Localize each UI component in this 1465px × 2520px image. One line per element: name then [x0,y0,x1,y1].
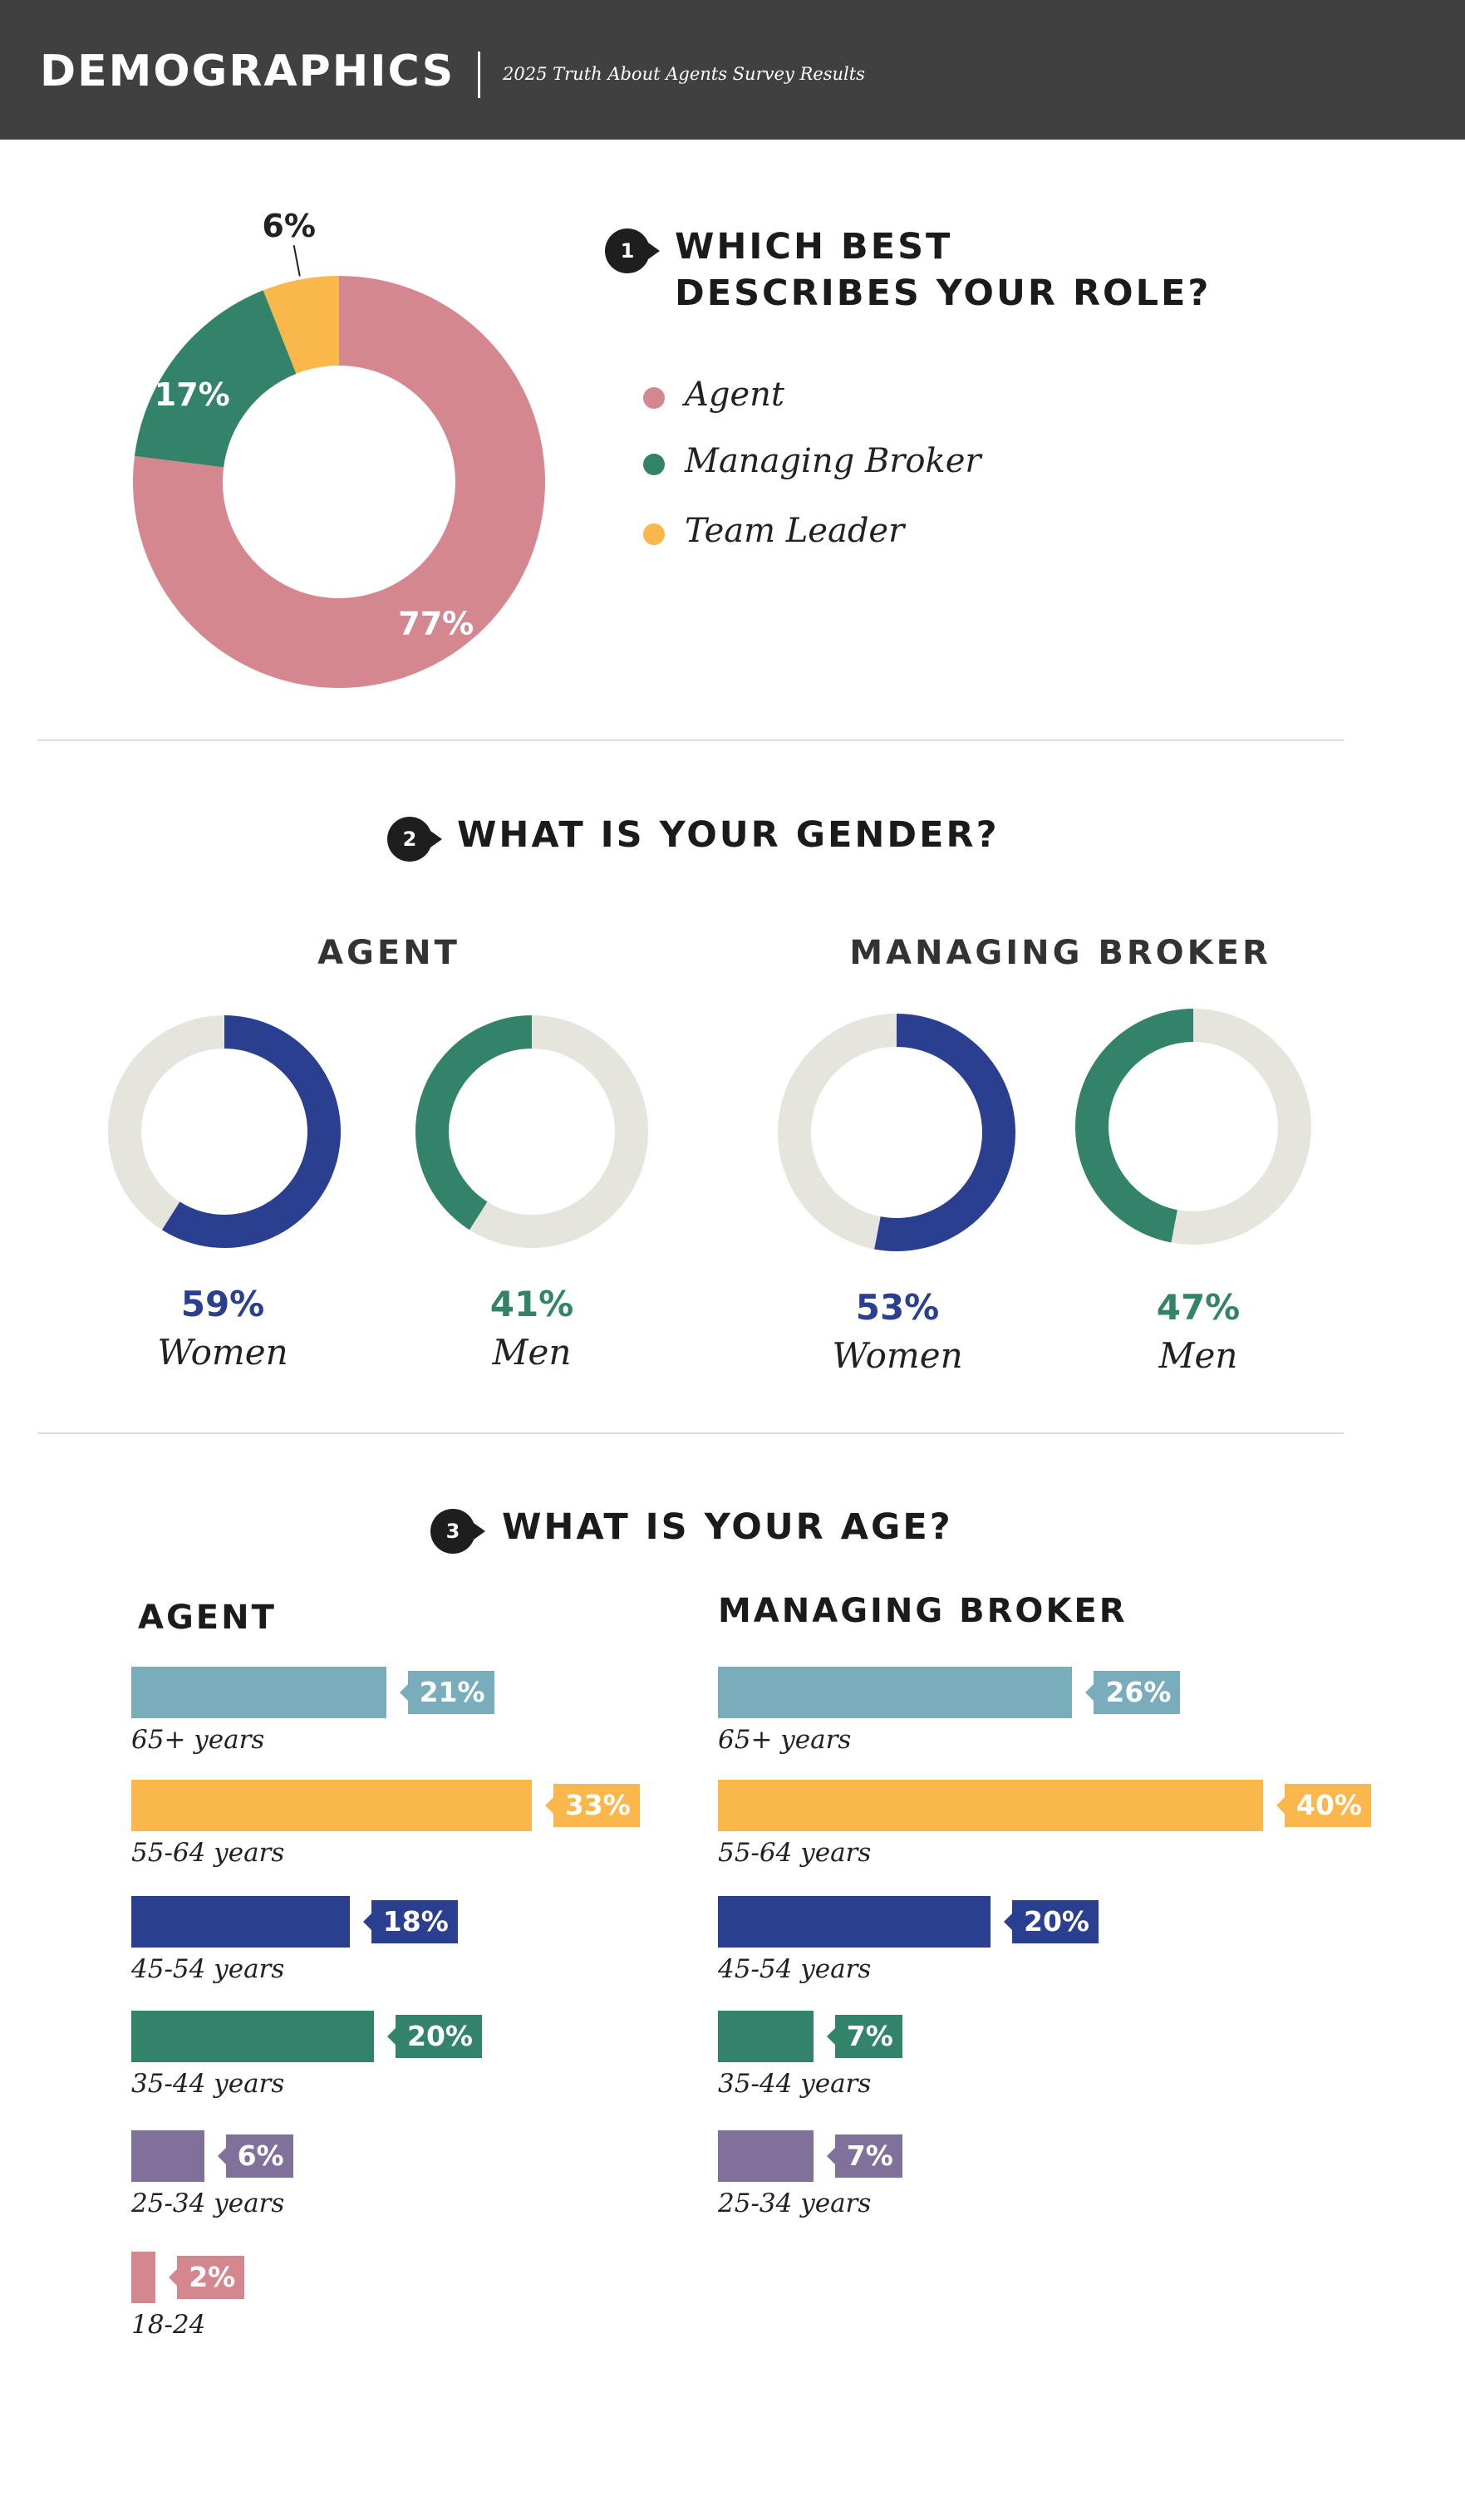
broker-women-arc [874,1014,1015,1251]
role-slice-managing-broker [134,290,297,468]
age-broker-value-tag: 40% [1276,1784,1371,1827]
age-agent-bar [131,1780,532,1831]
age-broker-heading: MANAGING BROKER [718,1592,1128,1630]
question-2-title: WHAT IS YOUR GENDER? [457,814,1000,856]
age-broker-category-label: 45-54 years [718,1954,872,1984]
legend-item-managing-broker: Managing Broker [643,442,981,480]
age-broker-bar [718,2130,814,2182]
legend-dot-team-leader [643,523,665,545]
question-3-badge: 3 [430,1509,485,1554]
legend-label-managing-broker: Managing Broker [685,442,981,480]
age-agent-value-tag: 21% [399,1671,494,1714]
age-broker-category-label: 65+ years [718,1725,852,1755]
role-value-label-agent: 77% [398,606,474,642]
age-agent-category-label: 35-44 years [131,2069,285,2099]
age-agent-value-tag: 33% [544,1784,640,1827]
question-2-badge: 2 [387,817,442,862]
agent-women-arc [161,1015,342,1248]
age-agent-bar [131,2011,374,2062]
legend-dot-managing-broker [643,454,665,475]
role-slice-agent [133,276,546,689]
age-broker-value-tag: 7% [826,2134,902,2178]
broker-women-donut [778,1014,1015,1251]
agent-women-donut [108,1015,342,1248]
age-broker-category-label: 25-34 years [718,2188,872,2218]
age-broker-value-tag: 7% [826,2015,902,2058]
question-1-badge: 1 [605,228,660,273]
age-broker-bar [718,1780,1263,1831]
question-1-title-line1: WHICH BEST [675,226,953,268]
section-divider-1 [37,739,1344,741]
age-agent-category-label: 25-34 years [131,2188,285,2218]
header-divider [478,52,480,98]
agent-men-donut [415,1015,648,1248]
broker-men-label: Men [1158,1335,1238,1376]
age-agent-category-label: 45-54 years [131,1954,285,1984]
age-agent-category-label: 55-64 years [131,1838,285,1868]
broker-men-arc [1074,1009,1193,1243]
role-value-label-team-leader: 6% [262,208,316,244]
legend-label-team-leader: Team Leader [685,512,905,550]
age-broker-category-label: 55-64 years [718,1838,872,1868]
age-agent-value-tag: 18% [362,1900,458,1943]
age-agent-category-label: 18-24 [131,2310,206,2340]
agent-men-arc [415,1015,532,1231]
broker-women-percent: 53% [855,1287,940,1328]
age-agent-value-tag: 20% [387,2015,482,2058]
role-donut-chart: 77% 17% 6% [133,208,546,689]
page-subtitle: 2025 Truth About Agents Survey Results [503,64,865,84]
role-value-label-managing-broker: 17% [155,376,230,413]
agent-women-percent: 59% [180,1284,265,1324]
gender-broker-heading: MANAGING BROKER [849,934,1271,972]
age-agent-bar [131,2252,156,2303]
broker-men-percent: 47% [1156,1287,1241,1328]
age-agent-value-tag: 2% [169,2256,245,2299]
agent-women-label: Women [157,1332,288,1373]
legend-item-team-leader: Team Leader [643,512,905,550]
agent-men-label: Men [492,1332,572,1373]
age-broker-bar [718,2011,814,2062]
age-broker-category-label: 35-44 years [718,2069,872,2099]
legend-dot-agent [643,387,665,409]
question-1-title-line2: DESCRIBES YOUR ROLE? [675,273,1212,314]
agent-men-percent: 41% [489,1284,574,1324]
age-broker-bar [718,1667,1073,1718]
section-divider-2 [37,1432,1344,1434]
age-agent-value-tag: 6% [217,2134,293,2178]
gender-agent-heading: AGENT [317,934,460,972]
legend-item-agent: Agent [643,376,784,414]
role-leader-line [293,244,301,277]
age-agent-bar [131,2130,204,2182]
age-agent-heading: AGENT [138,1599,277,1637]
page-header: DEMOGRAPHICS 2025 Truth About Agents Sur… [0,0,1465,140]
age-agent-bar [131,1896,350,1948]
age-broker-value-tag: 26% [1085,1671,1181,1714]
age-agent-category-label: 65+ years [131,1725,265,1755]
broker-men-donut [1074,1009,1311,1245]
age-agent-bar [131,1667,386,1718]
broker-women-label: Women [832,1335,963,1376]
legend-label-agent: Agent [685,376,784,414]
age-broker-value-tag: 20% [1004,1900,1099,1943]
page-title: DEMOGRAPHICS [40,47,455,96]
role-slice-team-leader [263,276,339,374]
question-3-title: WHAT IS YOUR AGE? [502,1506,953,1548]
age-broker-bar [718,1896,991,1948]
